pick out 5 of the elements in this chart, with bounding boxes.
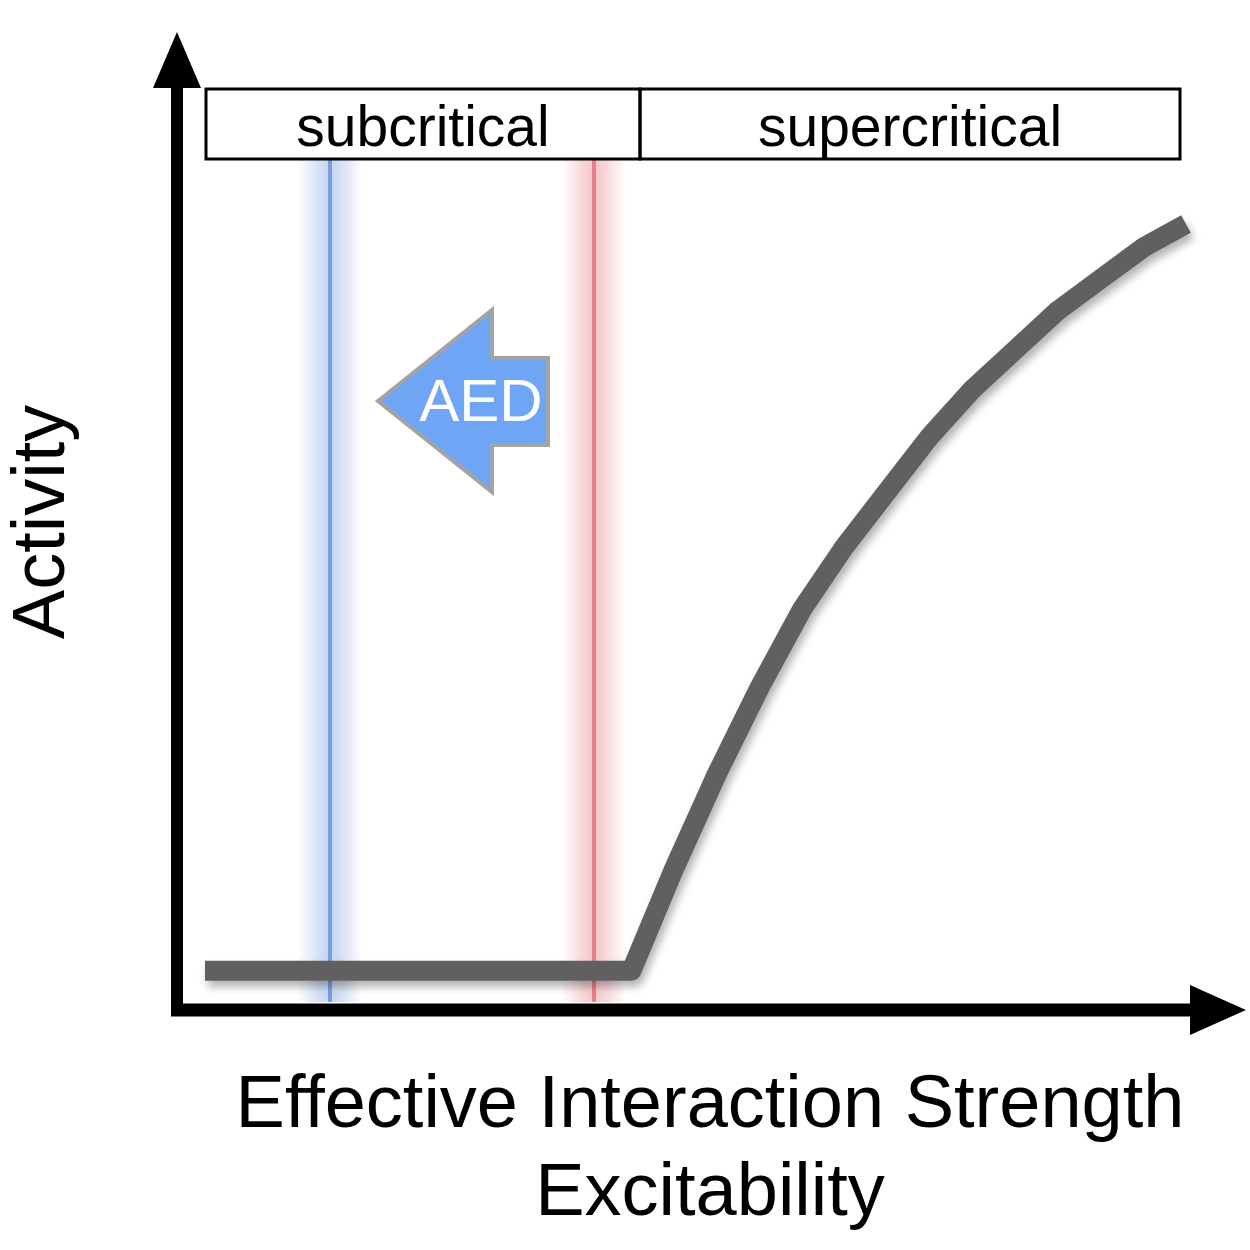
text: supercritical xyxy=(757,94,1063,158)
y-axis-title: Activity xyxy=(0,404,80,640)
annotation: AED xyxy=(419,367,543,434)
x-axis-title: Effective Interaction Strength Excitability xyxy=(235,1060,1185,1231)
text: subcritical xyxy=(296,94,550,158)
